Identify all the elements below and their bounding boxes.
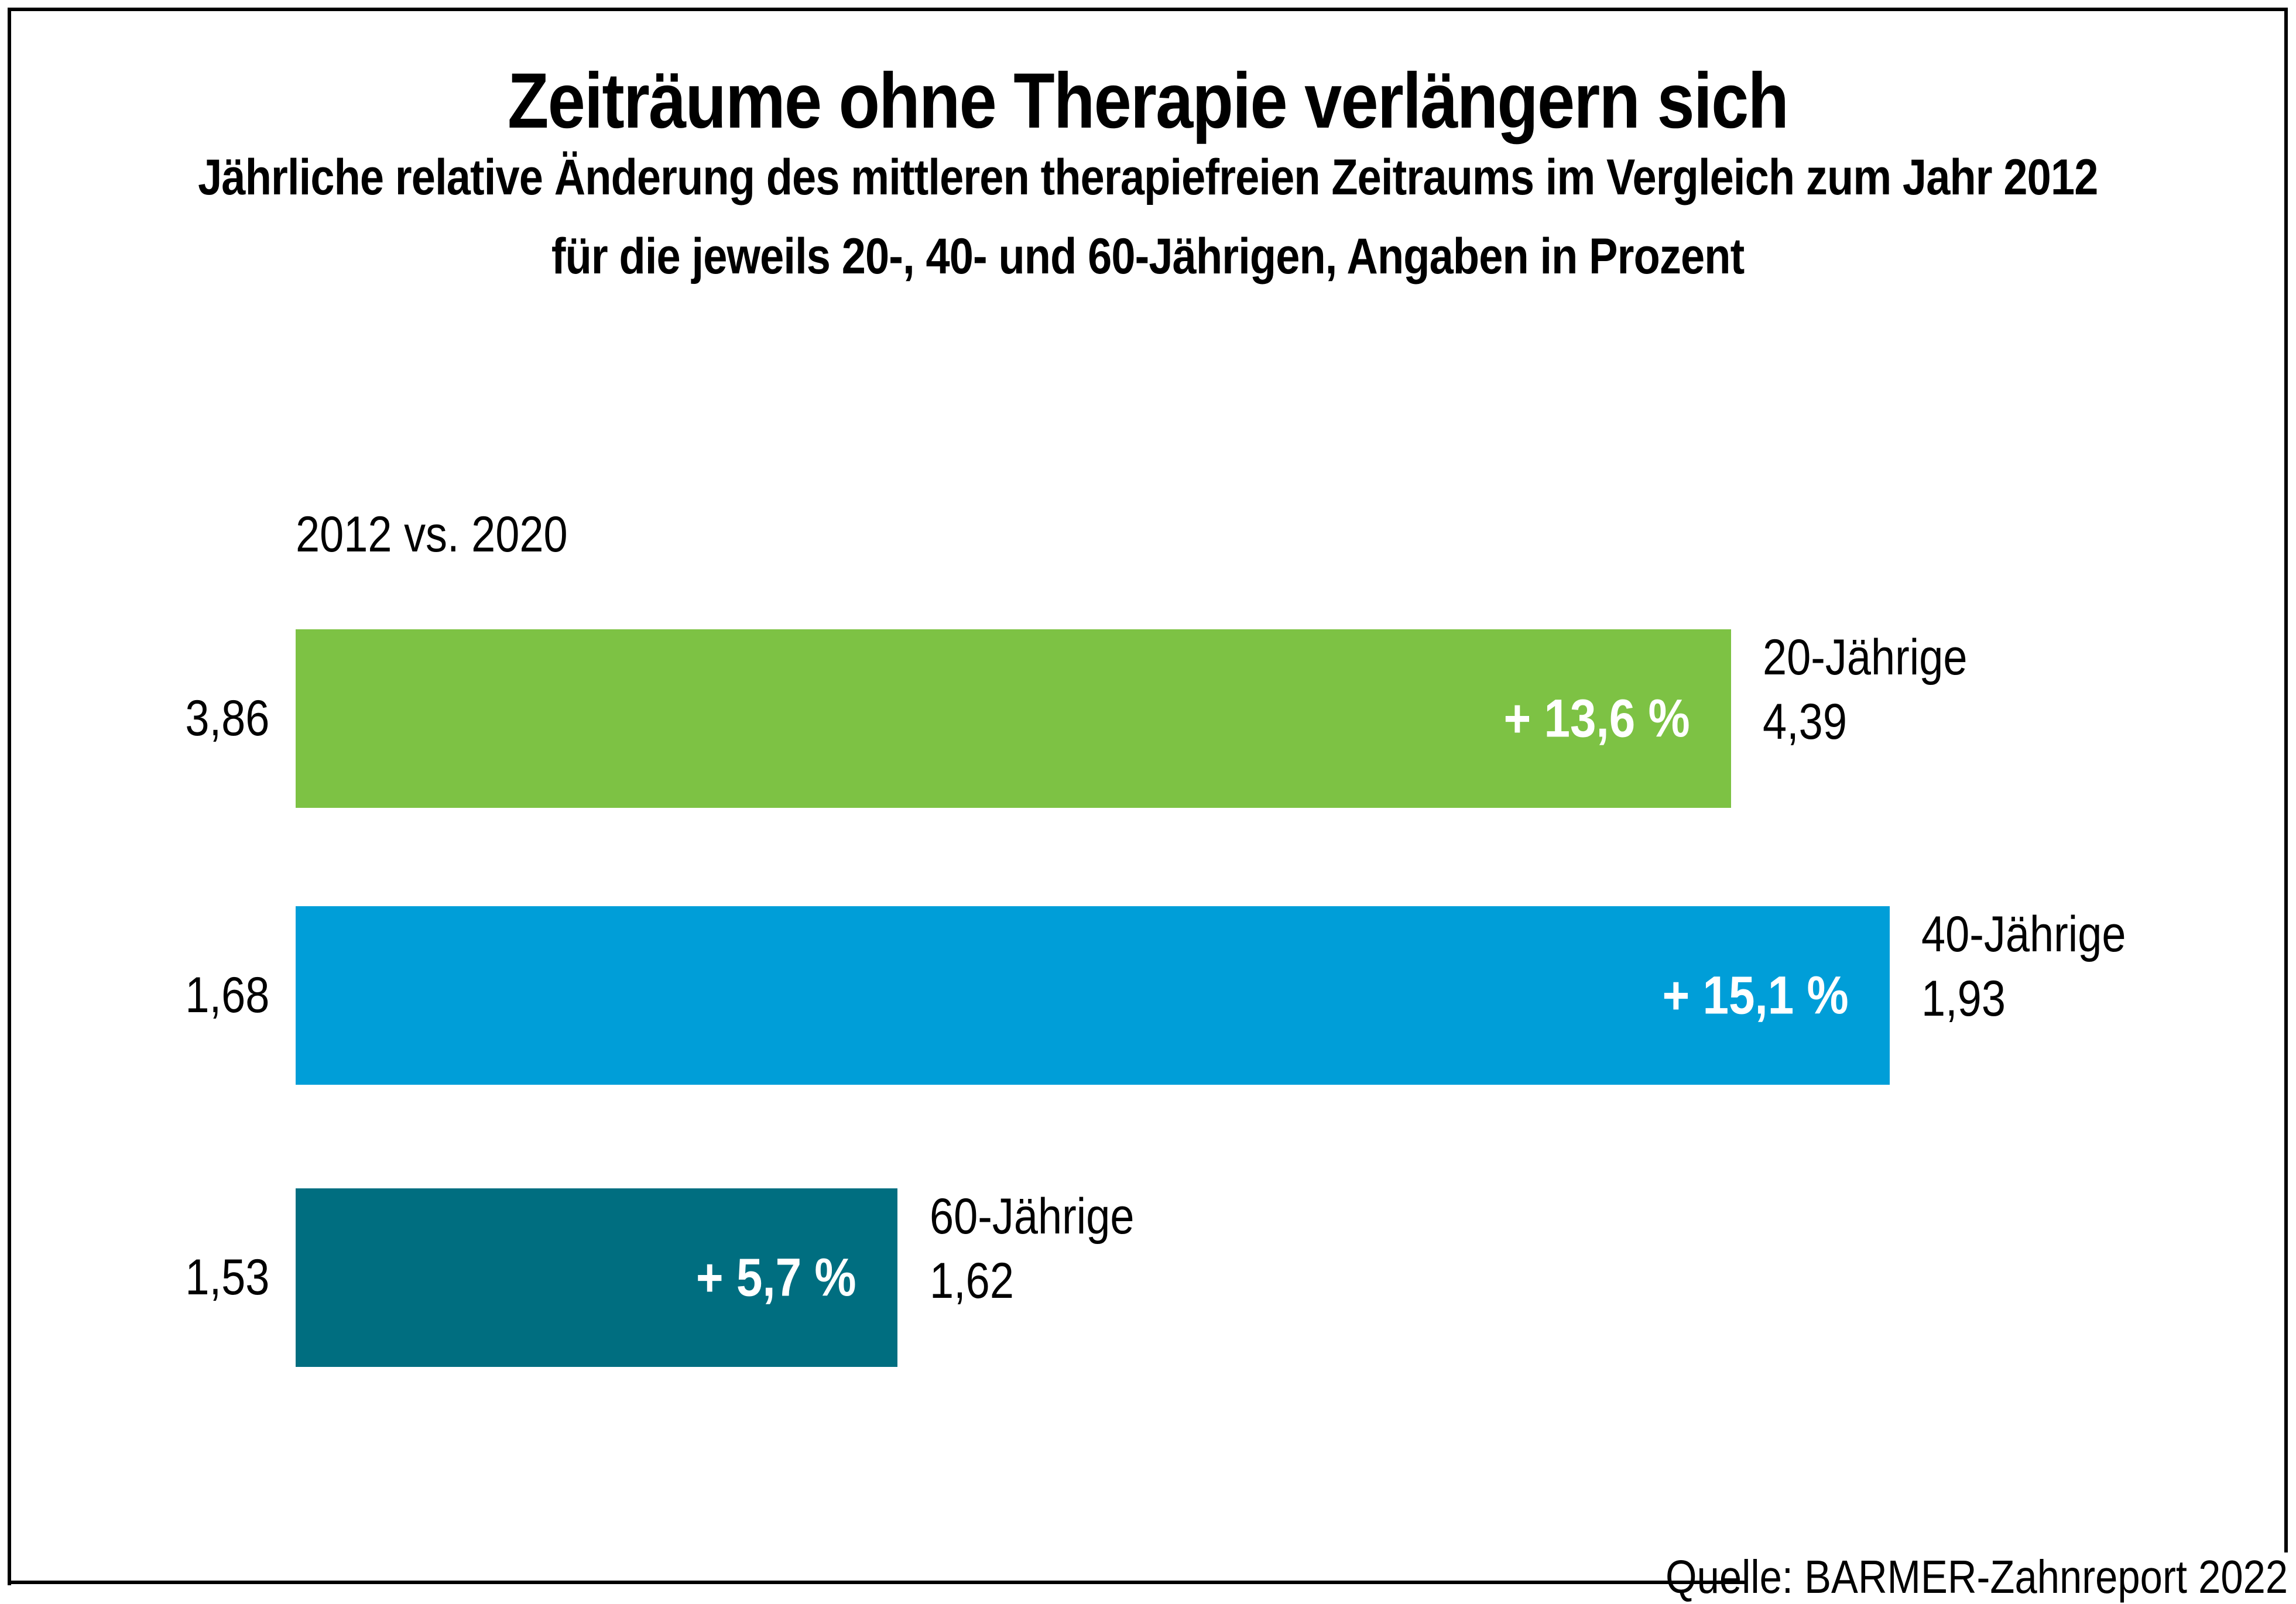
bar-60-right-labels: 60-Jährige 1,62 <box>930 1184 1167 1313</box>
bar-60-rect: + 5,7 % <box>296 1188 897 1367</box>
frame-border-bottom <box>8 1581 1745 1584</box>
frame-border-right <box>2284 8 2288 1552</box>
bar-20-category: 20-Jährige <box>1763 629 1968 686</box>
bar-40-value-2020: 1,93 <box>1921 971 2006 1027</box>
bar-20-rect: + 13,6 % <box>296 629 1731 808</box>
bar-60-change-label: + 5,7 % <box>696 1247 856 1307</box>
bar-60-value-2020: 1,62 <box>930 1253 1014 1309</box>
bar-40-right-labels: 40-Jährige 1,93 <box>1921 902 2159 1031</box>
subtitle-block: Jährliche relative Änderung des mittlere… <box>0 145 2296 303</box>
bar-20-value-2020: 4,39 <box>1763 694 1847 750</box>
frame-border-top <box>8 8 2288 11</box>
bar-60-category: 60-Jährige <box>930 1188 1135 1245</box>
subtitle-line-1: Jährliche relative Änderung des mittlere… <box>198 149 2098 205</box>
bar-20-right-labels: 20-Jährige 4,39 <box>1763 625 2000 754</box>
source-caption: Quelle: BARMER-Zahnreport 2022 <box>1665 1551 2288 1603</box>
bar-20-change-label: + 13,6 % <box>1503 688 1690 748</box>
bar-40-value-2012: 1,68 <box>185 967 269 1023</box>
bar-40-category: 40-Jährige <box>1921 906 2126 962</box>
source-row: Quelle: BARMER-Zahnreport 2022 <box>1564 1550 2288 1604</box>
bar-40-change-label: + 15,1 % <box>1662 965 1849 1025</box>
bar-20-value-2012: 3,86 <box>185 690 269 746</box>
frame-border-left <box>8 8 11 1585</box>
subtitle-line-2: für die jeweils 20-, 40- und 60-Jährigen… <box>551 228 1745 285</box>
bar-40-rect: + 15,1 % <box>296 906 1890 1085</box>
bar-60-value-2012: 1,53 <box>185 1249 269 1305</box>
title-row: Zeiträume ohne Therapie verlängern sich <box>0 56 2296 146</box>
chart-title: Zeiträume ohne Therapie verlängern sich <box>508 57 1789 145</box>
period-label: 2012 vs. 2020 <box>296 506 568 563</box>
